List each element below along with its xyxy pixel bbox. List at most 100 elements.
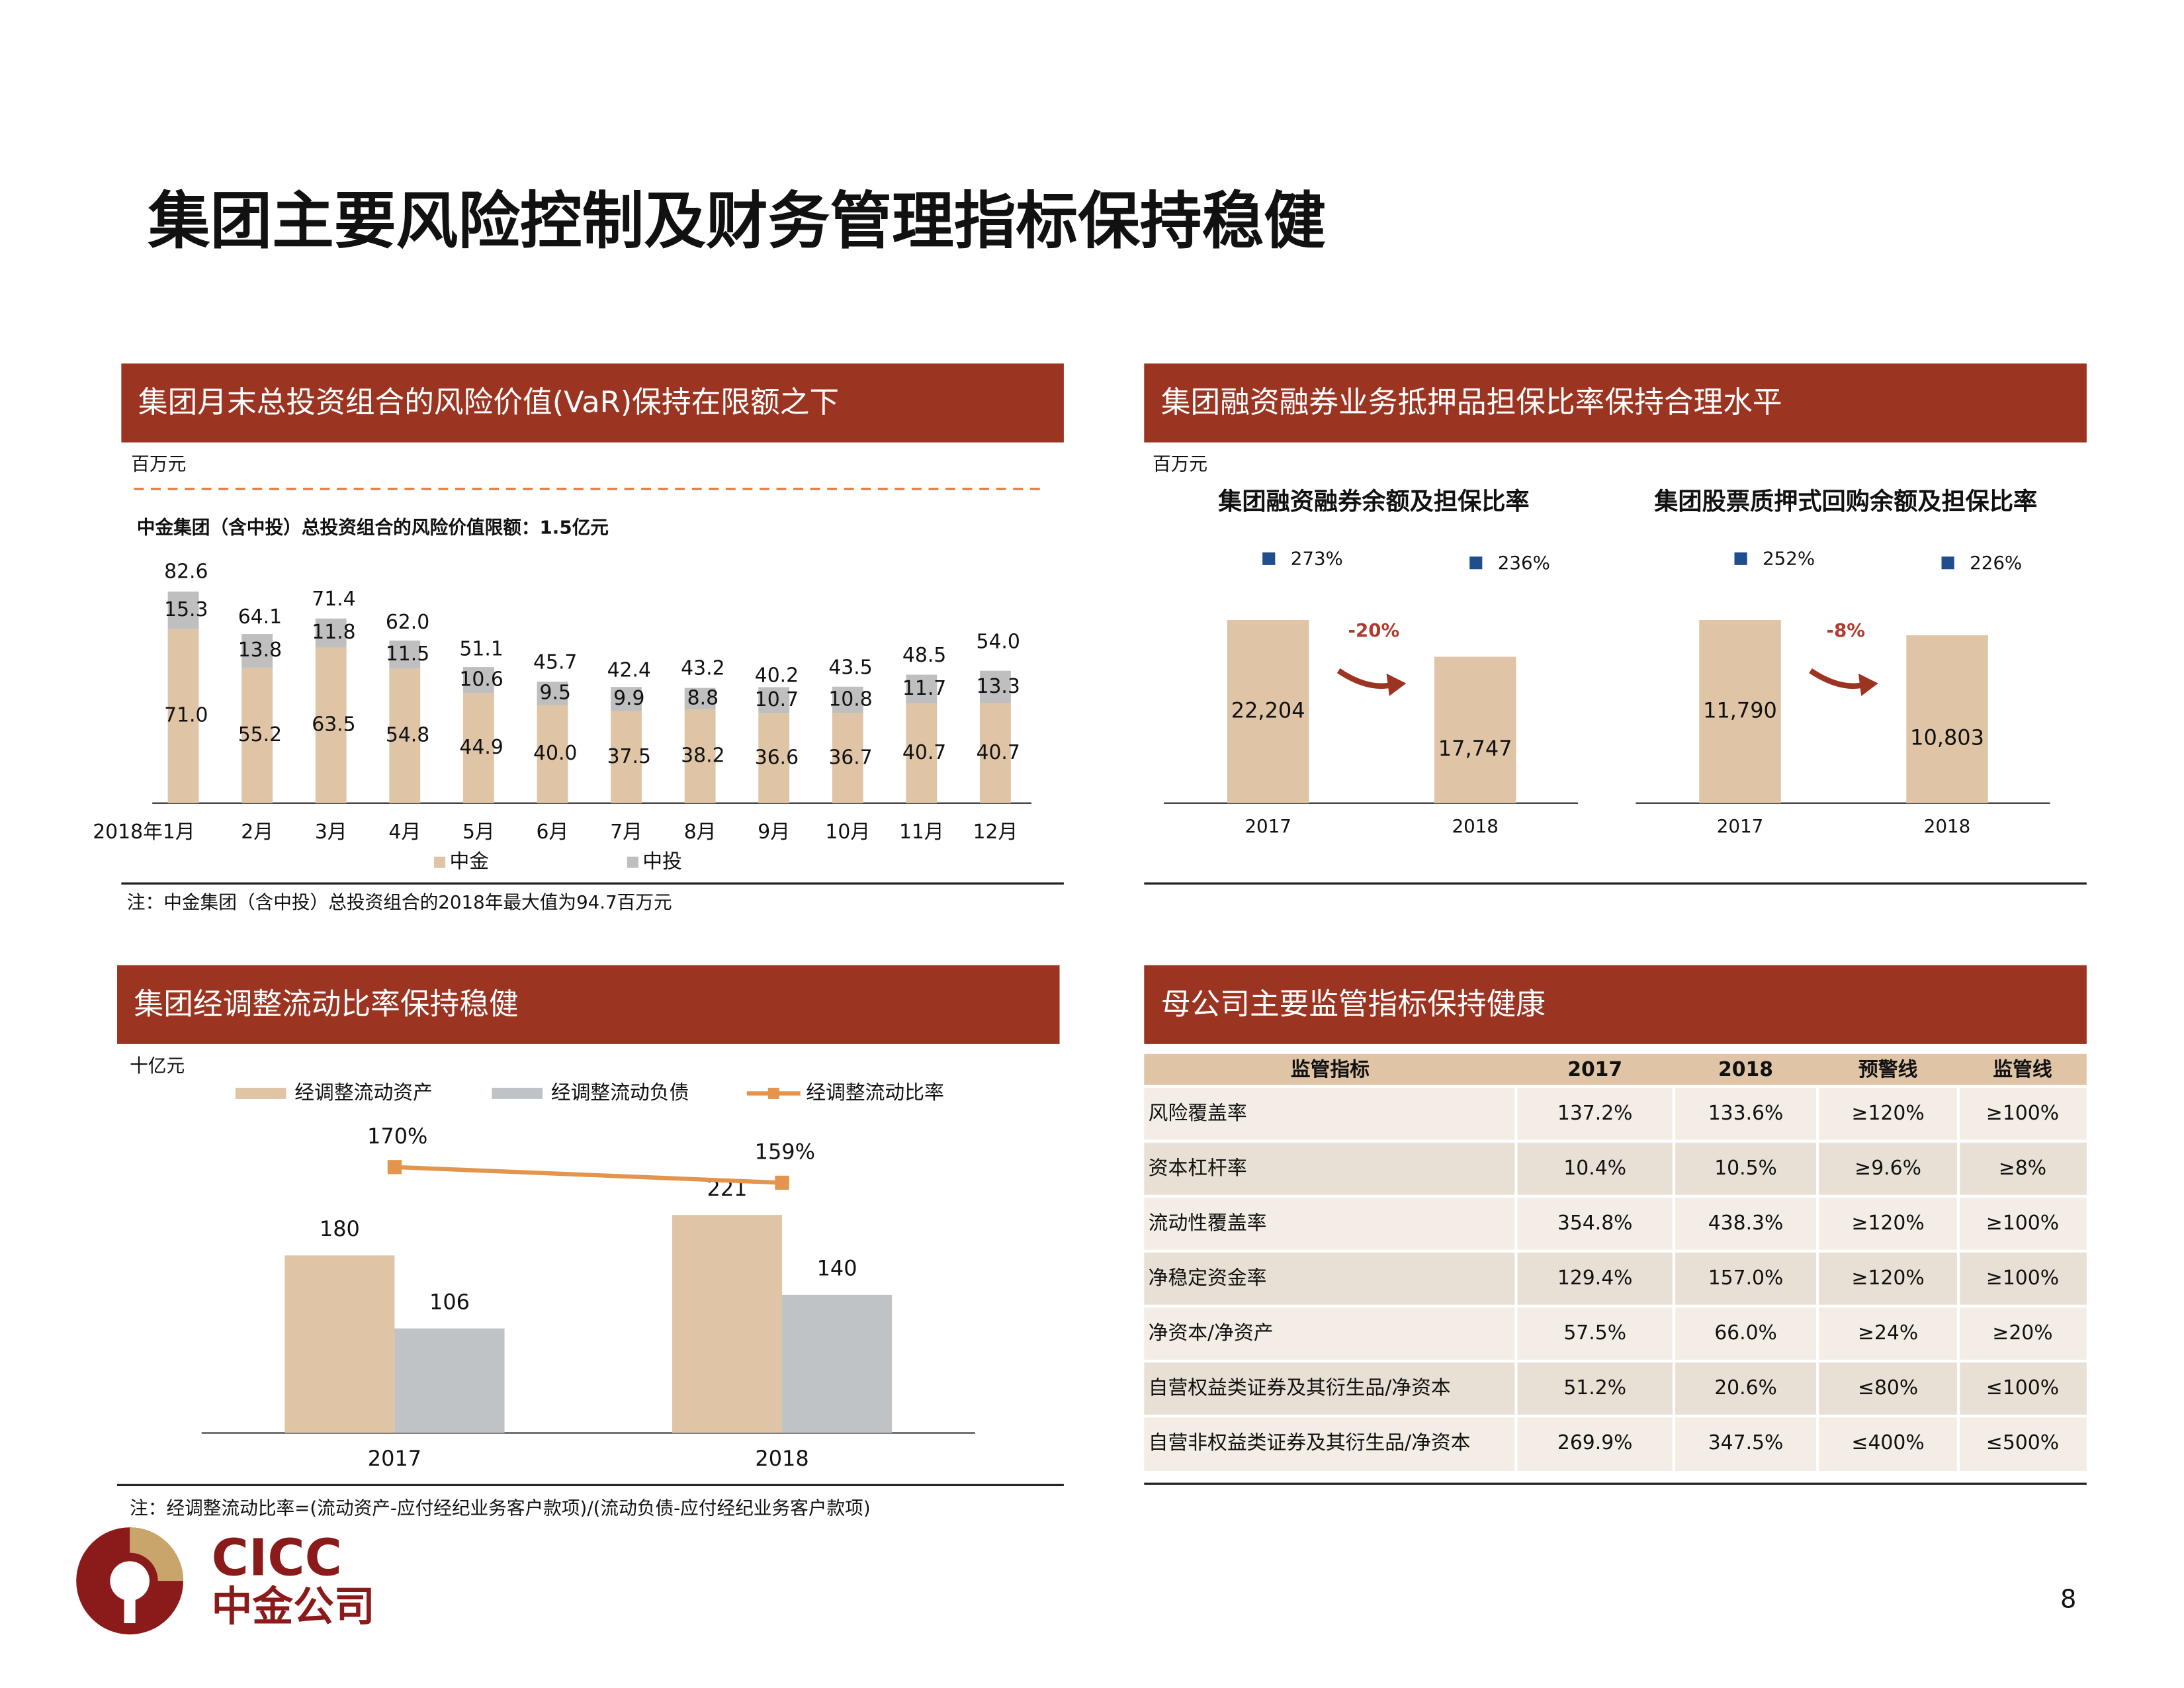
data-label: 44.9: [459, 736, 503, 759]
data-label: 13.3: [977, 675, 1020, 698]
table-cell: 51.2%: [1563, 1376, 1626, 1399]
change-label: -20%: [1348, 619, 1400, 641]
table-row-bg: [1144, 1141, 2087, 1196]
table-header: 监管指标: [1291, 1058, 1370, 1081]
data-label: 17,747: [1438, 736, 1512, 761]
ratio-label: 252%: [1763, 547, 1815, 569]
table-cell: 10.4%: [1563, 1157, 1626, 1180]
table-cell: 20.6%: [1714, 1376, 1777, 1399]
table-cell: ≥120%: [1852, 1102, 1925, 1125]
data-label: 36.7: [828, 746, 872, 769]
x-tick-label: 11月: [899, 821, 944, 844]
bar-segment: [832, 686, 863, 713]
bar-segment: [906, 703, 938, 803]
legend-label: 经调整流动负债: [551, 1081, 689, 1104]
table-cell: 风险覆盖率: [1149, 1102, 1247, 1125]
table-header: 2017: [1567, 1058, 1622, 1081]
x-tick-label: 2018: [1924, 815, 1970, 837]
total-label: 64.1: [238, 605, 282, 629]
x-tick-label: 2018: [1452, 815, 1498, 837]
bar-segment: [537, 682, 568, 705]
bar-segment: [611, 687, 642, 711]
chart-subtitle: 集团股票质押式回购余额及担保比率: [1653, 487, 2037, 515]
data-label: 9.5: [540, 681, 571, 704]
line-marker: [387, 1160, 402, 1175]
table-cell: 57.5%: [1563, 1321, 1626, 1345]
ratio-line: [394, 1165, 783, 1185]
total-label: 54.0: [977, 631, 1020, 654]
x-tick-label: 3月: [315, 821, 347, 844]
panel-header-bg: [116, 965, 1060, 1044]
chart-subtitle: 集团融资融券余额及担保比率: [1217, 487, 1529, 515]
bar-segment: [684, 709, 716, 803]
change-arrowhead: [1858, 673, 1878, 696]
data-label: 11.5: [386, 643, 429, 666]
table-row-bg: [1144, 1360, 2087, 1417]
data-label: 10.6: [459, 668, 503, 691]
note: 注：中金集团（含中投）总投资组合的2018年最大值为94.7百万元: [127, 891, 672, 913]
logo-zh: 中金公司: [212, 1583, 375, 1630]
data-label: 180: [320, 1216, 360, 1241]
table-cell: ≥120%: [1852, 1266, 1925, 1290]
table-row-bg: [1144, 1416, 2087, 1472]
data-label: 106: [429, 1289, 470, 1314]
data-label: 10,803: [1910, 725, 1984, 750]
bar: [782, 1294, 893, 1433]
bar-segment: [980, 703, 1011, 803]
x-tick-label: 12月: [973, 821, 1018, 844]
total-label: 71.4: [312, 588, 355, 611]
x-tick-label: 2018: [755, 1446, 808, 1471]
x-tick-label: 2017: [368, 1446, 421, 1471]
ratio-label: 236%: [1498, 552, 1550, 574]
table-cell: 438.3%: [1708, 1212, 1784, 1235]
data-label: 170%: [367, 1124, 427, 1149]
ratio-marker: [1734, 552, 1747, 565]
bar: [394, 1328, 505, 1433]
bar: [1434, 656, 1516, 803]
bar-segment: [389, 668, 421, 803]
legend-marker: [767, 1087, 779, 1099]
bar-segment: [537, 705, 568, 803]
data-label: 40.0: [533, 742, 577, 765]
bar-segment: [462, 693, 494, 803]
table-cell: ≤400%: [1852, 1431, 1925, 1454]
table-cell: 流动性覆盖率: [1149, 1212, 1267, 1235]
change-arrowhead: [1386, 673, 1407, 696]
data-label: 11.8: [312, 621, 355, 644]
table-cell: ≤500%: [1986, 1431, 2059, 1454]
change-label: -8%: [1826, 619, 1864, 641]
table-cell: 137.2%: [1557, 1102, 1633, 1125]
unit-label: 十亿元: [130, 1055, 185, 1077]
table-cell: 354.8%: [1557, 1212, 1633, 1235]
panel-title: 集团月末总投资组合的风险价值(VaR)保持在限额之下: [138, 384, 839, 420]
total-label: 51.1: [459, 637, 503, 660]
table-cell: ≥100%: [1986, 1102, 2059, 1125]
bar-segment: [315, 647, 347, 803]
data-label: 40.7: [977, 741, 1020, 764]
line-marker: [775, 1175, 789, 1190]
table-cell: ≥24%: [1858, 1321, 1918, 1345]
table-cell: 129.4%: [1557, 1266, 1633, 1290]
legend-swatch: [434, 856, 446, 868]
note: 注：经调整流动比率=(流动资产-应付经纪业务客户款项)/(流动负债-应付经纪业务…: [130, 1497, 871, 1519]
table-cell: ≥100%: [1986, 1212, 2059, 1235]
panel-title: 集团经调整流动比率保持稳健: [134, 986, 519, 1021]
table-header: 2018: [1718, 1058, 1773, 1081]
legend-label: 中金: [450, 850, 490, 873]
table-cell: 157.0%: [1708, 1266, 1784, 1290]
legend-label: 中投: [642, 850, 682, 873]
unit-label: 百万元: [1153, 453, 1207, 475]
panel-header-bg: [1144, 363, 2087, 443]
bar: [1227, 619, 1309, 803]
change-arrow: [1336, 668, 1393, 689]
ratio-marker: [1941, 556, 1954, 570]
table-row-bg: [1144, 1306, 2087, 1361]
ratio-marker: [1469, 556, 1483, 570]
data-label: 55.2: [238, 723, 282, 746]
table-cell: 269.9%: [1557, 1431, 1633, 1454]
table-cell: ≥20%: [1992, 1321, 2052, 1345]
total-label: 43.2: [681, 657, 724, 680]
data-label: 71.0: [164, 704, 208, 727]
legend-label: 经调整流动比率: [806, 1081, 944, 1104]
